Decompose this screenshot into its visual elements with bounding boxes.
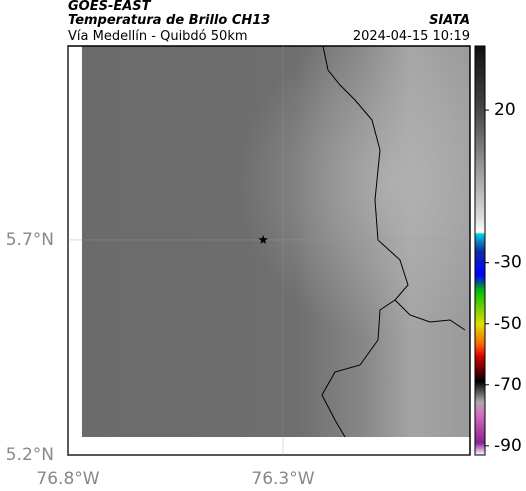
border xyxy=(394,299,466,331)
location-marker xyxy=(258,235,268,244)
x-tick-label: 76.3°W xyxy=(251,469,314,489)
y-tick-label: 5.2°N xyxy=(6,445,54,465)
title: GOES-EAST xyxy=(68,0,152,14)
colorbar-label: -90 xyxy=(494,436,522,456)
subtitle: Temperatura de Brillo CH13 xyxy=(68,13,270,28)
colorbar xyxy=(474,45,486,456)
x-tick-label: 76.8°W xyxy=(36,469,99,489)
colorbar-label: 20 xyxy=(494,100,516,120)
colorbar-label: -70 xyxy=(494,375,522,395)
colorbar-scale xyxy=(474,45,486,456)
border xyxy=(321,45,409,438)
caption: Vía Medellín - Quibdó 50km xyxy=(68,29,248,44)
y-tick-label: 5.7°N xyxy=(6,230,54,250)
cloud-layer xyxy=(82,46,470,437)
map xyxy=(67,45,471,456)
colorbar-label: -50 xyxy=(494,314,522,334)
timestamp: 2024-04-15 10:19 xyxy=(353,29,470,44)
colorbar-label: -30 xyxy=(494,253,522,273)
source: SIATA xyxy=(429,13,470,28)
